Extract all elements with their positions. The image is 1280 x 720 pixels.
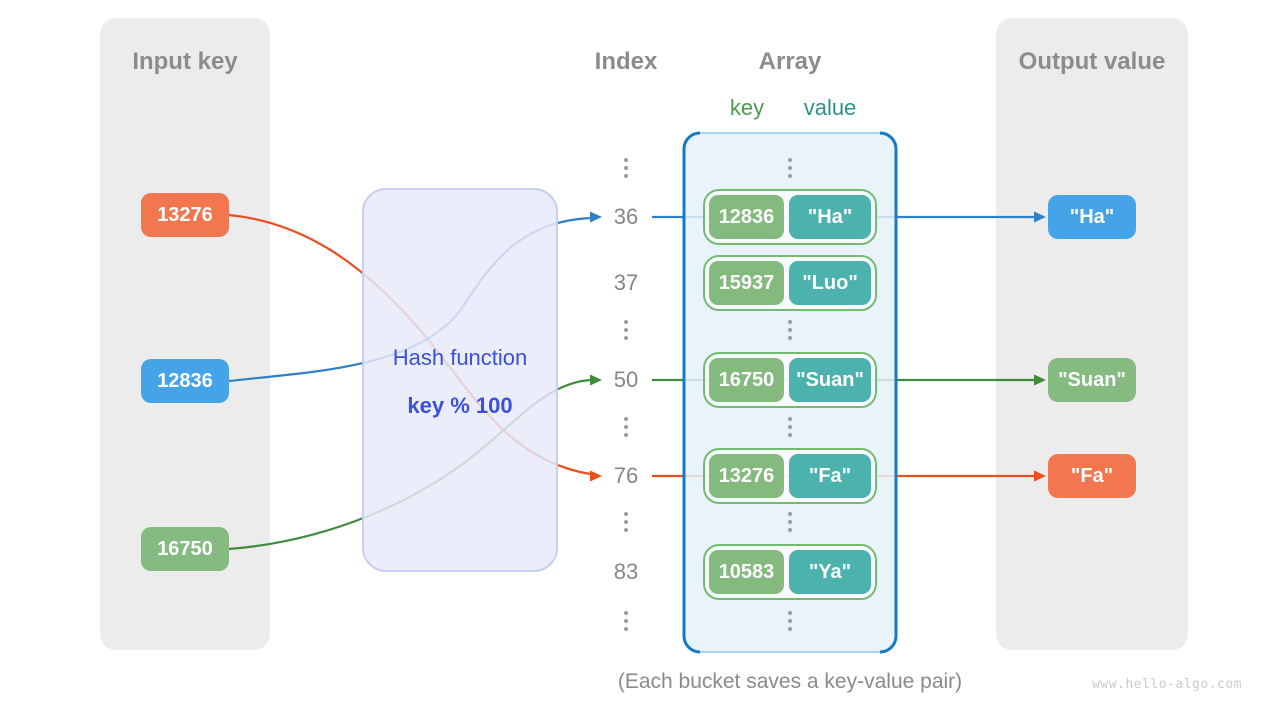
flow-blue <box>228 211 1046 383</box>
hash-function-box <box>362 188 558 572</box>
input-key-12836: 12836 <box>141 359 229 403</box>
bucket-row: 10583 "Ya" <box>703 544 877 600</box>
index-ellipsis-icon <box>596 611 656 631</box>
input-panel-title: Input key <box>132 48 238 75</box>
bucket-row: 16750 "Suan" <box>703 352 877 408</box>
index-37: 37 <box>613 270 639 295</box>
array-ellipsis-icon <box>760 320 820 340</box>
input-key-13276: 13276 <box>141 193 229 237</box>
key-column-header: key <box>729 95 765 120</box>
array-ellipsis-icon <box>760 611 820 631</box>
bucket-row: 12836 "Ha" <box>703 189 877 245</box>
index-column-title: Index <box>594 48 658 75</box>
output-panel-title: Output value <box>1018 48 1166 75</box>
index-36: 36 <box>613 204 639 229</box>
index-ellipsis-icon <box>596 158 656 178</box>
hash-function-formula: key % 100 <box>407 393 513 418</box>
index-50: 50 <box>613 367 639 392</box>
bucket-value: "Ha" <box>789 195 871 239</box>
bucket-key: 10583 <box>709 550 784 594</box>
output-value-suan: "Suan" <box>1048 358 1136 402</box>
index-ellipsis-icon <box>596 417 656 437</box>
hash-function-label: Hash function <box>392 345 528 370</box>
bucket-row: 13276 "Fa" <box>703 448 877 504</box>
index-ellipsis-icon <box>596 512 656 532</box>
bucket-value: "Luo" <box>789 261 871 305</box>
index-76: 76 <box>613 463 639 488</box>
bucket-value: "Fa" <box>789 454 871 498</box>
bucket-key: 15937 <box>709 261 784 305</box>
array-ellipsis-icon <box>760 417 820 437</box>
input-key-16750: 16750 <box>141 527 229 571</box>
array-ellipsis-icon <box>760 158 820 178</box>
bucket-value: "Suan" <box>789 358 871 402</box>
index-ellipsis-icon <box>596 320 656 340</box>
index-83: 83 <box>613 559 639 584</box>
value-column-header: value <box>803 95 857 120</box>
bucket-key: 13276 <box>709 454 784 498</box>
bucket-row: 15937 "Luo" <box>703 255 877 311</box>
array-ellipsis-icon <box>760 512 820 532</box>
bucket-key: 16750 <box>709 358 784 402</box>
watermark: www.hello-algo.com <box>1092 677 1242 692</box>
bucket-value: "Ya" <box>789 550 871 594</box>
flow-orange <box>228 213 1046 482</box>
output-value-panel <box>996 18 1188 650</box>
output-value-fa: "Fa" <box>1048 454 1136 498</box>
array-panel-title: Array <box>758 48 822 75</box>
output-value-ha: "Ha" <box>1048 195 1136 239</box>
bucket-key: 12836 <box>709 195 784 239</box>
caption: (Each bucket saves a key-value pair) <box>617 670 963 693</box>
